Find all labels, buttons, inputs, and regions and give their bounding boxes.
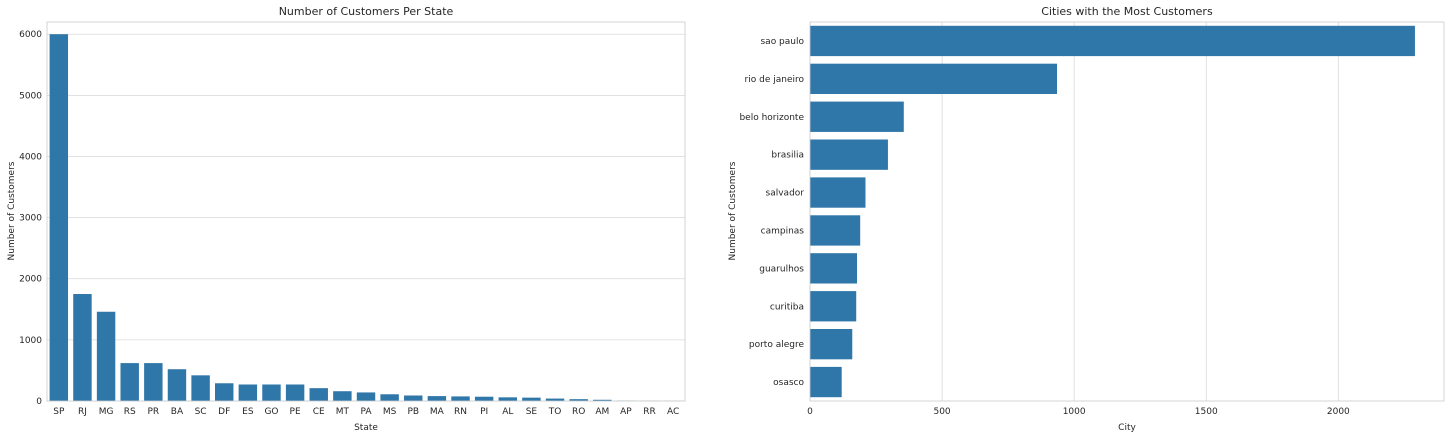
left-bar-df (215, 383, 234, 401)
left-bar-ms (380, 394, 399, 401)
left-x-tick-label: PE (290, 407, 301, 417)
left-y-axis-label: Number of Customers (7, 161, 17, 260)
right-x-tick-label: 0 (807, 407, 813, 417)
right-y-tick-label: rio de janeiro (745, 75, 805, 85)
left-bar-mt (333, 391, 352, 401)
right-x-tick-label: 1000 (1063, 407, 1086, 417)
right-x-tick-label: 2000 (1327, 407, 1350, 417)
right-y-tick-label: curitiba (770, 302, 804, 312)
right-y-tick-label: salvador (766, 189, 805, 199)
left-y-tick-label: 4000 (19, 152, 42, 162)
right-bar-campinas (810, 215, 861, 246)
left-bar-rn (451, 396, 470, 401)
right-x-tick-label: 500 (933, 407, 950, 417)
right-x-axis-label: City (1118, 423, 1136, 433)
left-x-tick-label: GO (264, 407, 278, 417)
left-bar-pi (474, 396, 494, 401)
left-y-tick-label: 0 (36, 397, 42, 407)
left-x-tick-label: PI (480, 407, 488, 417)
left-bar-ce (309, 388, 328, 401)
left-x-tick-label: ES (242, 407, 254, 417)
right-chart-title: Cities with the Most Customers (1041, 5, 1213, 18)
left-bar-pa (356, 392, 376, 401)
left-x-tick-label: RS (124, 407, 136, 417)
left-bar-mg (96, 311, 116, 401)
right-bar-sao-paulo (810, 25, 1415, 57)
left-bar-ma (427, 396, 447, 401)
left-bar-am (593, 399, 612, 401)
right-bar-porto-alegre (810, 328, 853, 360)
right-y-tick-label: sao paulo (760, 37, 804, 47)
left-x-tick-label: RN (454, 407, 467, 417)
city-customers-chart: sao paulo rio de janeiro belo horizonte bra… (728, 5, 1445, 433)
left-x-tick-label: PB (407, 407, 419, 417)
left-y-tick-label: 6000 (19, 30, 42, 40)
left-bar-ro (569, 399, 588, 401)
left-x-axis-label: State (354, 423, 378, 433)
right-bar-belo-horizonte (810, 101, 904, 132)
left-x-tick-label: PR (147, 407, 159, 417)
right-y-tick-label: belo horizonte (739, 113, 804, 123)
right-bar-salvador (810, 177, 866, 208)
left-x-tick-label: AL (502, 407, 513, 417)
right-y-tick-label: campinas (761, 226, 805, 236)
left-bar-al (498, 397, 517, 401)
left-bar-se (522, 397, 541, 401)
right-bar-rio-de-janeiro (810, 63, 1057, 95)
left-x-tick-label: AP (620, 407, 632, 417)
left-x-tick-label: SE (526, 407, 538, 417)
left-bar-pe (285, 384, 305, 401)
right-y-tick-label: guarulhos (759, 264, 804, 274)
right-bar-guarulhos (810, 253, 858, 284)
left-x-tick-label: RR (643, 407, 656, 417)
right-bar-brasilia (810, 139, 888, 170)
left-x-tick-label: AM (595, 407, 609, 417)
right-bar-osasco (810, 366, 842, 398)
left-bar-sp (49, 34, 69, 402)
right-y-tick-label: porto alegre (749, 340, 805, 350)
left-x-tick-label: MS (383, 407, 397, 417)
left-x-tick-label: AC (667, 407, 679, 417)
state-customers-chart: 0 1000 2000 3000 4000 5000 6000 SP RJ MG RS PR BA SC… (7, 5, 686, 433)
left-chart-title: Number of Customers Per State (279, 5, 454, 18)
left-x-tick-label: SC (195, 407, 207, 417)
left-y-tick-label: 3000 (19, 214, 42, 224)
right-y-tick-label: osasco (773, 378, 804, 388)
left-bar-rs (120, 363, 139, 401)
left-bar-pb (404, 395, 423, 401)
left-x-tick-label: DF (218, 407, 230, 417)
left-x-tick-label: PA (360, 407, 372, 417)
left-plot-frame (46, 21, 686, 402)
right-y-axis-label: Number of Customers (728, 161, 738, 260)
left-x-tick-label: SP (53, 407, 65, 417)
left-bar-sc (191, 375, 210, 401)
left-bar-rj (73, 294, 92, 401)
left-y-tick-label: 5000 (19, 91, 42, 101)
right-x-tick-label: 1500 (1195, 407, 1218, 417)
left-x-tick-label: CE (313, 407, 325, 417)
right-bar-curitiba (810, 291, 857, 322)
right-plot-frame (809, 21, 1445, 402)
left-y-tick-label: 2000 (19, 275, 42, 285)
left-x-tick-label: TO (548, 407, 562, 417)
left-bar-ba (167, 369, 187, 401)
left-x-tick-label: MG (99, 407, 114, 417)
left-bar-es (238, 384, 258, 401)
left-y-tick-label: 1000 (19, 336, 42, 346)
left-x-tick-label: BA (171, 407, 184, 417)
left-x-tick-label: MA (430, 407, 445, 417)
left-bar-pr (144, 363, 163, 401)
left-x-tick-label: RJ (78, 407, 87, 417)
left-x-tick-label: RO (572, 407, 585, 417)
left-bar-go (262, 384, 281, 401)
left-bar-to (545, 398, 565, 401)
right-y-tick-label: brasilia (771, 151, 804, 161)
left-x-tick-label: MT (336, 407, 350, 417)
